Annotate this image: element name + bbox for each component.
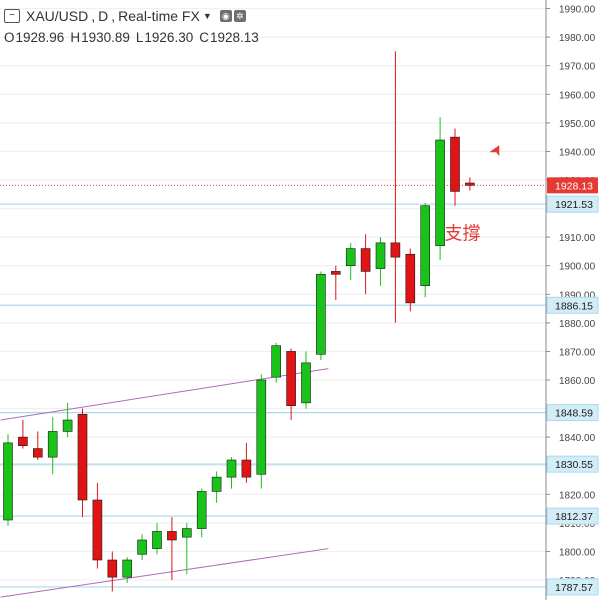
ohlc-row: O1928.96 H1930.89 L1926.30 C1928.13 xyxy=(4,30,265,45)
chevron-down-icon[interactable]: ▼ xyxy=(202,11,212,21)
axis-tick-label: 1980.00 xyxy=(559,33,596,44)
candle-down[interactable] xyxy=(360,248,371,272)
candle-up[interactable] xyxy=(152,531,162,549)
axis-tick-label: 1990.00 xyxy=(559,5,596,16)
candle-up[interactable] xyxy=(420,205,431,287)
candle-up[interactable] xyxy=(256,379,267,475)
ohlc-open: O1928.96 xyxy=(4,30,65,45)
support-annotation: 支撐 xyxy=(444,223,480,244)
candle-up[interactable] xyxy=(435,139,445,247)
current-price-label: 1928.13 xyxy=(555,180,593,192)
level-price-tag xyxy=(546,507,599,525)
axis-tick-label: 1910.00 xyxy=(559,233,596,244)
candle-up[interactable] xyxy=(122,559,132,578)
chart-legend: − XAU/USD , D , Real-time FX ▼ ◉ ✲ O1928… xyxy=(0,6,320,46)
axis-tick-label: 1890.00 xyxy=(559,290,596,301)
candle-down[interactable] xyxy=(390,242,401,258)
axis-tick-label: 1940.00 xyxy=(559,147,596,158)
symbol-row: − XAU/USD , D , Real-time FX ▼ ◉ ✲ xyxy=(4,8,246,24)
axis-tick-label: 1860.00 xyxy=(559,376,596,387)
candle-down[interactable] xyxy=(77,413,88,501)
candle-down[interactable] xyxy=(18,436,28,447)
candle-up[interactable] xyxy=(271,345,282,378)
candle-up[interactable] xyxy=(211,476,222,492)
ohlc-low: L1926.30 xyxy=(135,30,194,45)
candle-up[interactable] xyxy=(3,442,13,521)
candle-down[interactable] xyxy=(107,559,118,578)
current-price-tag xyxy=(547,177,598,194)
separator: , xyxy=(111,8,116,24)
candle-down[interactable] xyxy=(32,448,43,458)
axis-tick-label: 1950.00 xyxy=(559,119,596,130)
level-price-tag xyxy=(546,404,599,422)
eye-icon[interactable]: ◉ xyxy=(219,10,232,22)
symbol-name[interactable]: XAU/USD xyxy=(26,8,89,24)
candle-down[interactable] xyxy=(241,459,252,478)
ohlc-close: C1928.13 xyxy=(199,30,259,45)
candle-down[interactable] xyxy=(330,271,341,275)
candle-up[interactable] xyxy=(47,431,58,458)
axis-tick-label: 1880.00 xyxy=(559,319,596,330)
candle-up[interactable] xyxy=(182,528,192,538)
data-source[interactable]: Real-time FX xyxy=(118,8,200,24)
candle-up[interactable] xyxy=(345,248,356,267)
candle-down[interactable] xyxy=(167,531,177,541)
level-price-label: 1787.57 xyxy=(555,582,593,594)
axis-tick-label: 1840.00 xyxy=(559,433,596,444)
axis-tick-label: 1870.00 xyxy=(559,347,596,358)
level-price-tag xyxy=(546,578,599,596)
separator: , xyxy=(91,8,96,24)
level-price-label: 1812.37 xyxy=(555,511,593,523)
axis-tick-label: 1800.00 xyxy=(559,547,596,558)
ohlc-high: H1930.89 xyxy=(70,30,130,45)
candle-up[interactable] xyxy=(196,491,207,529)
level-price-tag xyxy=(546,296,599,314)
axis-tick-label: 1970.00 xyxy=(559,62,596,73)
trendline[interactable] xyxy=(0,548,329,598)
level-price-tag xyxy=(546,455,599,473)
candle-up[interactable] xyxy=(62,419,73,432)
axis-tick-label: 1900.00 xyxy=(559,262,596,273)
candle-down[interactable] xyxy=(465,182,475,186)
up-arrow-icon xyxy=(488,145,500,165)
candle-down[interactable] xyxy=(405,253,416,304)
candle-down[interactable] xyxy=(92,499,103,561)
candle-up[interactable] xyxy=(137,539,147,555)
level-price-label: 1921.53 xyxy=(555,199,593,211)
candle-up[interactable] xyxy=(301,362,311,404)
level-price-tag xyxy=(546,195,599,213)
collapse-icon[interactable]: − xyxy=(4,9,20,23)
interval-label[interactable]: D xyxy=(98,8,109,24)
level-price-label: 1848.59 xyxy=(555,408,593,420)
candle-up[interactable] xyxy=(226,459,237,478)
level-price-label: 1830.55 xyxy=(555,459,593,471)
candle-down[interactable] xyxy=(450,136,460,192)
candle-down[interactable] xyxy=(286,351,296,407)
axis-tick-label: 1960.00 xyxy=(559,90,596,101)
candle-up[interactable] xyxy=(375,242,386,269)
candle-up[interactable] xyxy=(316,273,326,355)
axis-tick-label: 1820.00 xyxy=(559,490,596,501)
gear-icon[interactable]: ✲ xyxy=(233,10,246,22)
level-price-label: 1886.15 xyxy=(555,300,593,312)
